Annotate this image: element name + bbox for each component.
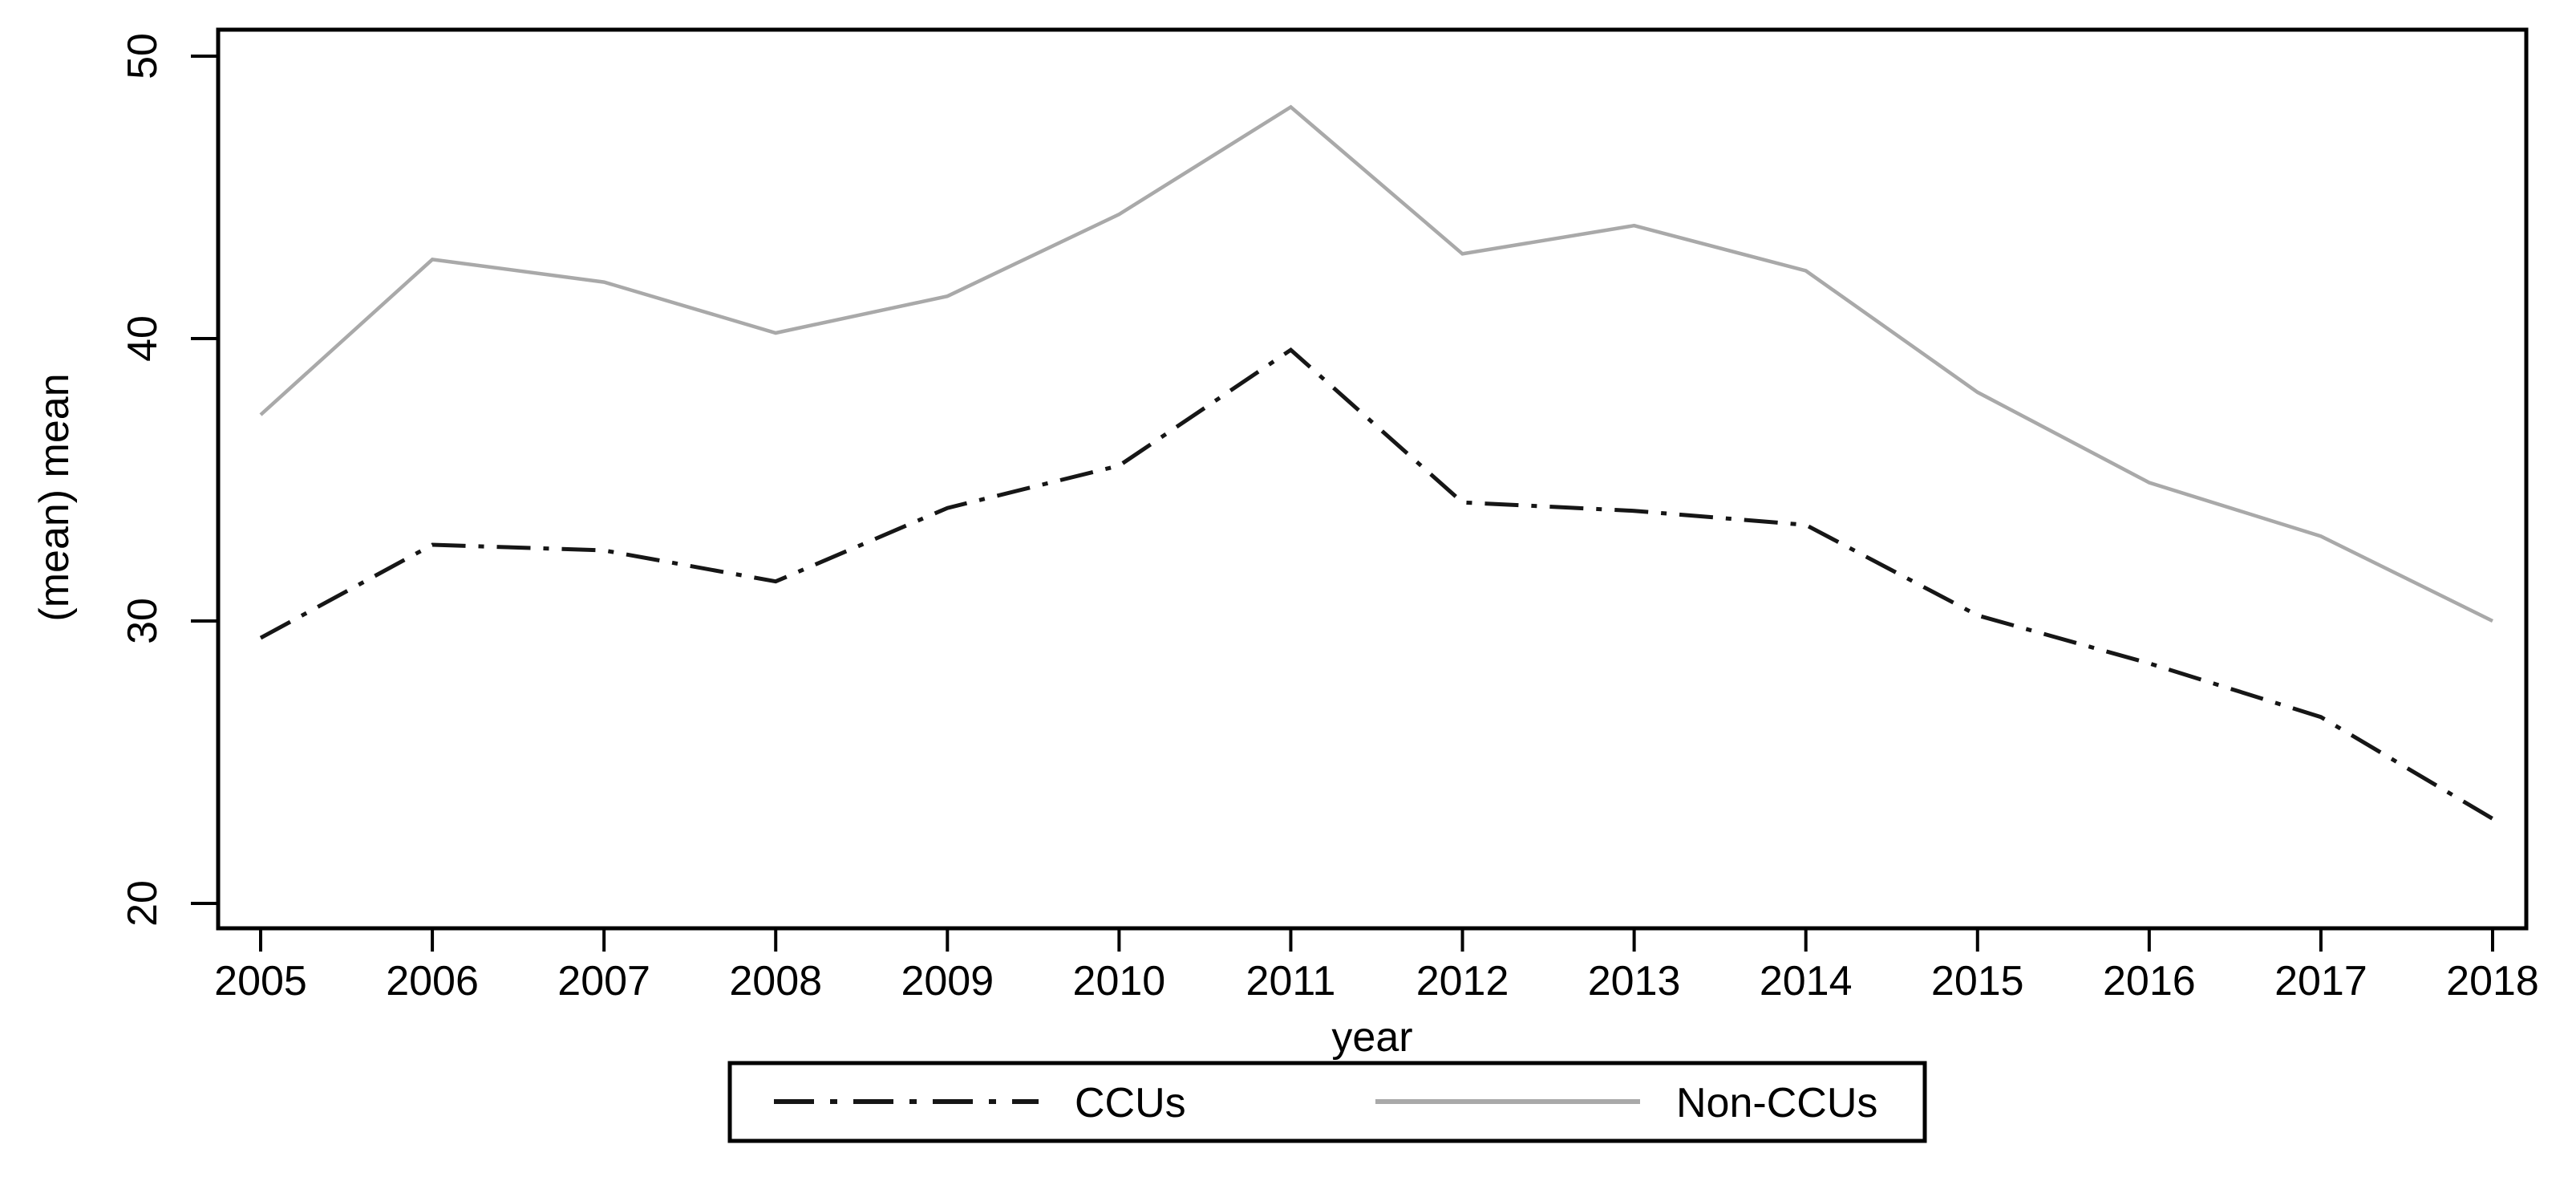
y-axis: 20 30 40 50: [119, 33, 218, 927]
x-tick-label: 2010: [1073, 958, 1166, 1005]
x-tick-label: 2014: [1760, 958, 1853, 1005]
legend-label: Non-CCUs: [1676, 1080, 1877, 1126]
x-tick-label: 2018: [2446, 958, 2539, 1005]
legend-item: CCUs: [774, 1080, 1186, 1126]
series-line-ccus: [259, 347, 2494, 821]
x-tick-label: 2009: [901, 958, 994, 1005]
x-tick-label: 2012: [1416, 958, 1509, 1005]
x-tick-label: 2007: [557, 958, 650, 1005]
x-tick-label: 2016: [2103, 958, 2196, 1005]
y-tick-label: 30: [119, 598, 166, 644]
x-tick-label: 2008: [729, 958, 822, 1005]
legend-label: CCUs: [1075, 1080, 1186, 1126]
plot-area: [259, 104, 2494, 821]
y-axis-title: (mean) mean: [31, 373, 78, 621]
x-tick-label: 2013: [1588, 958, 1681, 1005]
legend-item: Non-CCUs: [1375, 1080, 1877, 1126]
series-line-non-ccus: [259, 104, 2493, 623]
x-tick-label: 2005: [214, 958, 307, 1005]
x-tick-label: 2011: [1246, 958, 1336, 1005]
x-axis-title: year: [1331, 1014, 1412, 1061]
x-tick-label: 2006: [386, 958, 479, 1005]
plot-border: [216, 27, 2529, 931]
y-tick-label: 20: [119, 880, 166, 927]
y-tick-label: 40: [119, 315, 166, 362]
x-tick-label: 2017: [2274, 958, 2367, 1005]
y-tick-label: 50: [119, 33, 166, 79]
x-axis: 2005 2006 2007 2008 2009 2010 2011 2012 2013 2014…: [214, 928, 2539, 1005]
legend-box: [727, 1061, 1927, 1143]
legend: CCUs Non-CCUs: [727, 1061, 1927, 1143]
x-tick-label: 2015: [1931, 958, 2024, 1005]
